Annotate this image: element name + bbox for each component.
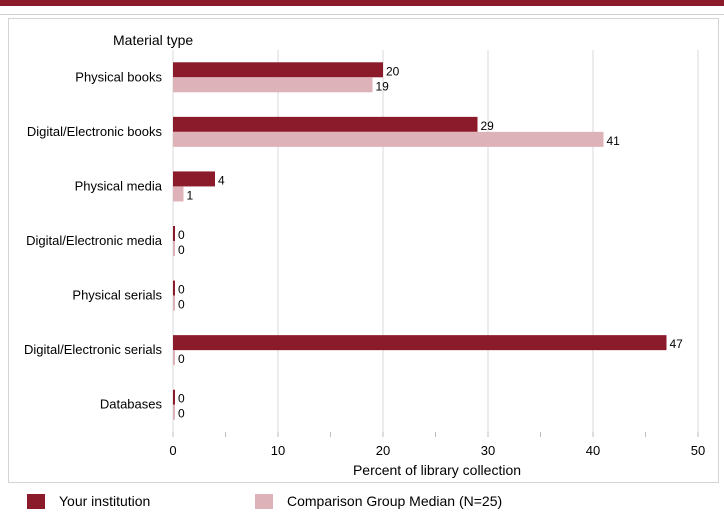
- data-label: 0: [178, 228, 185, 242]
- x-tick-label: 30: [481, 443, 495, 458]
- bars: [173, 62, 667, 420]
- category-label: Databases: [100, 397, 163, 412]
- bar-your-institution: [173, 171, 215, 187]
- data-label: 0: [178, 283, 185, 297]
- data-label: 0: [178, 352, 185, 366]
- bar-comparison: [173, 241, 175, 256]
- legend-swatch-your-institution: [27, 493, 45, 509]
- bar-your-institution: [173, 389, 175, 405]
- category-label: Digital/Electronic serials: [24, 342, 162, 357]
- header-accent-bar: [0, 0, 724, 6]
- bar-your-institution: [173, 280, 175, 296]
- category-label: Digital/Electronic books: [27, 124, 163, 139]
- y-axis-title: Material type: [113, 32, 193, 48]
- bar-your-institution: [173, 226, 175, 241]
- bar-comparison: [173, 131, 604, 147]
- legend-swatch-comparison: [255, 493, 273, 509]
- category-label: Digital/Electronic media: [26, 233, 163, 248]
- header-divider: [0, 14, 724, 15]
- bar-comparison: [173, 186, 184, 202]
- category-label: Physical serials: [72, 288, 162, 303]
- bar-your-institution: [173, 116, 478, 132]
- bar-comparison: [173, 404, 175, 420]
- data-label: 0: [178, 392, 185, 406]
- legend-item-your-institution: Your institution: [27, 493, 150, 509]
- x-tick-label: 20: [376, 443, 390, 458]
- data-label: 20: [386, 64, 400, 78]
- data-label: 47: [670, 337, 684, 351]
- data-label: 0: [178, 407, 185, 421]
- category-label: Physical media: [75, 178, 163, 193]
- x-tick-label: 40: [586, 443, 600, 458]
- x-tick-label: 10: [271, 443, 285, 458]
- data-label: 0: [178, 243, 185, 257]
- bar-comparison: [173, 350, 175, 366]
- gridlines: 0 10 20 30 40 50: [169, 50, 705, 458]
- legend-label-your-institution: Your institution: [59, 493, 151, 509]
- legend-label-comparison: Comparison Group Median (N=25): [287, 493, 503, 509]
- bar-chart: Material type 0 10 20 30 40 50 Physical books…: [24, 32, 705, 478]
- chart-frame: [8, 18, 719, 483]
- data-label: 4: [218, 173, 225, 187]
- bar-comparison: [173, 295, 175, 311]
- x-tick-label: 0: [169, 443, 176, 458]
- legend: Your institution Comparison Group Median…: [0, 488, 724, 516]
- legend-item-comparison: Comparison Group Median (N=25): [255, 493, 502, 509]
- bar-comparison: [173, 77, 373, 93]
- x-tick-label: 50: [691, 443, 705, 458]
- bar-your-institution: [173, 62, 383, 78]
- category-label: Physical books: [75, 69, 162, 84]
- data-label: 1: [187, 188, 194, 202]
- x-axis-title: Percent of library collection: [353, 462, 521, 478]
- data-label: 19: [376, 79, 390, 93]
- data-label: 29: [481, 119, 495, 133]
- bar-your-institution: [173, 335, 667, 351]
- data-label: 0: [178, 298, 185, 312]
- data-label: 41: [607, 134, 621, 148]
